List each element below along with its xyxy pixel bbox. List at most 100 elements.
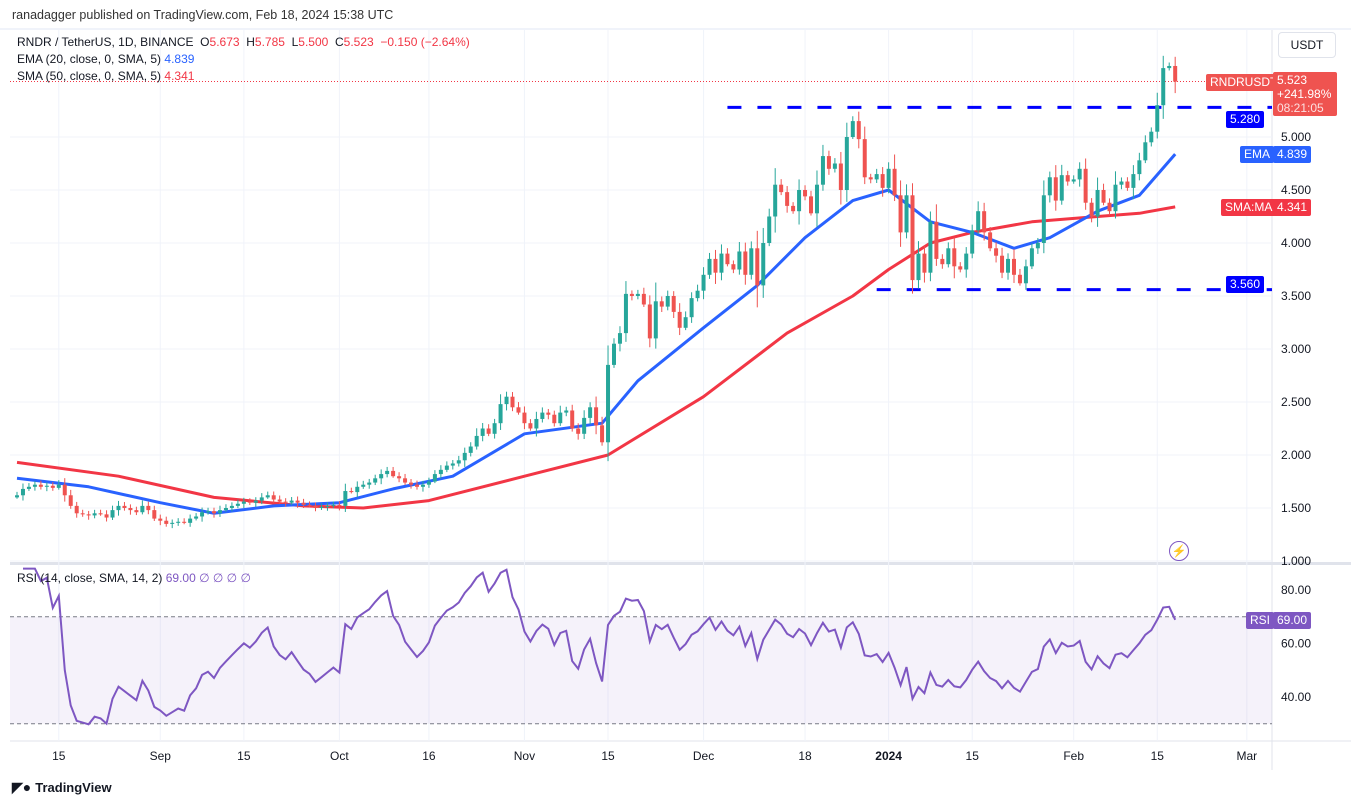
ema-legend[interactable]: EMA (20, close, 0, SMA, 5) 4.839 [17, 52, 194, 66]
candle-up [504, 396, 509, 405]
candle-up [623, 293, 628, 334]
time-tick: Dec [693, 749, 714, 763]
candle-down [1083, 168, 1088, 203]
price-tick: 2.000 [1281, 448, 1311, 462]
low-value: 5.500 [298, 35, 329, 49]
candle-down [546, 412, 551, 415]
high-label: H [246, 35, 255, 49]
candle-down [104, 514, 109, 518]
time-tick: Sep [150, 749, 172, 763]
candle-up [438, 469, 443, 475]
candle-up [265, 495, 270, 498]
candle-up [1095, 190, 1100, 217]
candle-down [803, 190, 808, 197]
candle-up [874, 174, 879, 180]
time-tick: Nov [514, 749, 535, 763]
candle-up [379, 474, 384, 479]
candle-up [110, 510, 115, 518]
candle-down [122, 505, 127, 508]
symbol-tag: RNDRUSDT [1206, 74, 1282, 91]
candle-down [725, 253, 730, 265]
candle-up [749, 248, 754, 275]
currency-button[interactable]: USDT [1278, 32, 1336, 58]
candle-down [86, 514, 91, 516]
candle-up [1029, 248, 1034, 267]
candle-up [1023, 266, 1028, 284]
ema-tag-label: EMA [1240, 146, 1275, 163]
candle-up [946, 248, 951, 265]
lightning-icon[interactable]: ⚡ [1169, 541, 1189, 561]
candle-up [689, 298, 694, 318]
time-tick: 18 [798, 749, 812, 763]
candle-up [1137, 160, 1142, 175]
candle-down [1101, 190, 1106, 203]
last-price-tag: 5.523 +241.98% 08:21:05 [1273, 72, 1337, 116]
candle-up [462, 452, 467, 461]
candle-up [886, 168, 891, 188]
candle-down [641, 293, 646, 305]
candle-up [480, 428, 485, 436]
candle-up [761, 243, 766, 286]
candle-down [516, 407, 521, 413]
candle-up [928, 221, 933, 273]
candle-up [420, 484, 425, 487]
candle-down [510, 396, 515, 408]
candle-up [319, 506, 324, 508]
tradingview-logo[interactable]: ◤● TradingView [12, 779, 112, 796]
candle-up [904, 195, 909, 233]
candle-up [140, 505, 145, 513]
candle-up [385, 470, 390, 475]
candle-up [719, 253, 724, 273]
candle-up [970, 230, 975, 254]
candle-up [1059, 175, 1064, 201]
candle-up [325, 505, 330, 507]
candle-up [820, 156, 825, 185]
candle-up [635, 293, 640, 296]
candle-up [217, 510, 222, 514]
price-tick: 1.000 [1281, 554, 1311, 568]
candle-down [570, 410, 575, 429]
rsi-legend[interactable]: RSI (14, close, SMA, 14, 2) 69.00 ∅ ∅ ∅ … [17, 571, 251, 585]
candle-down [307, 504, 312, 506]
time-tick: 16 [422, 749, 436, 763]
time-tick: 15 [966, 749, 980, 763]
rsi-value: 69.00 [165, 571, 196, 585]
candle-up [564, 410, 569, 413]
candle-up [1035, 243, 1040, 249]
candle-down [391, 470, 396, 477]
candle-up [588, 407, 593, 418]
candle-down [486, 428, 491, 434]
candle-down [856, 121, 861, 140]
candle-up [558, 412, 563, 424]
candle-up [355, 486, 360, 493]
candle-down [313, 505, 318, 508]
rsi-extra: ∅ ∅ ∅ ∅ [199, 571, 251, 585]
candle-up [1149, 131, 1154, 143]
candle-up [259, 497, 264, 501]
sma-legend[interactable]: SMA (50, close, 0, SMA, 5) 4.341 [17, 69, 194, 83]
candle-up [1006, 258, 1011, 273]
candle-up [737, 251, 742, 270]
candle-down [414, 484, 419, 487]
rsi-band [10, 616, 1272, 724]
pct-change: +241.98% [1277, 87, 1332, 101]
candle-down [182, 521, 187, 523]
candle-down [62, 484, 67, 496]
price-tick: 4.500 [1281, 183, 1311, 197]
candle-down [403, 478, 408, 483]
candle-up [767, 216, 772, 243]
candle-down [301, 502, 306, 505]
candle-up [116, 505, 121, 511]
price-tick: 4.000 [1281, 236, 1311, 250]
candle-down [271, 495, 276, 500]
candle-up [26, 486, 31, 489]
candle-up [361, 484, 366, 487]
candle-up [1113, 184, 1118, 212]
candle-down [1173, 65, 1178, 82]
rsi-tag: 69.00 [1273, 612, 1312, 629]
candle-up [56, 484, 61, 488]
candle-down [940, 258, 945, 265]
candle-down [1107, 202, 1112, 212]
candle-down [838, 163, 843, 190]
